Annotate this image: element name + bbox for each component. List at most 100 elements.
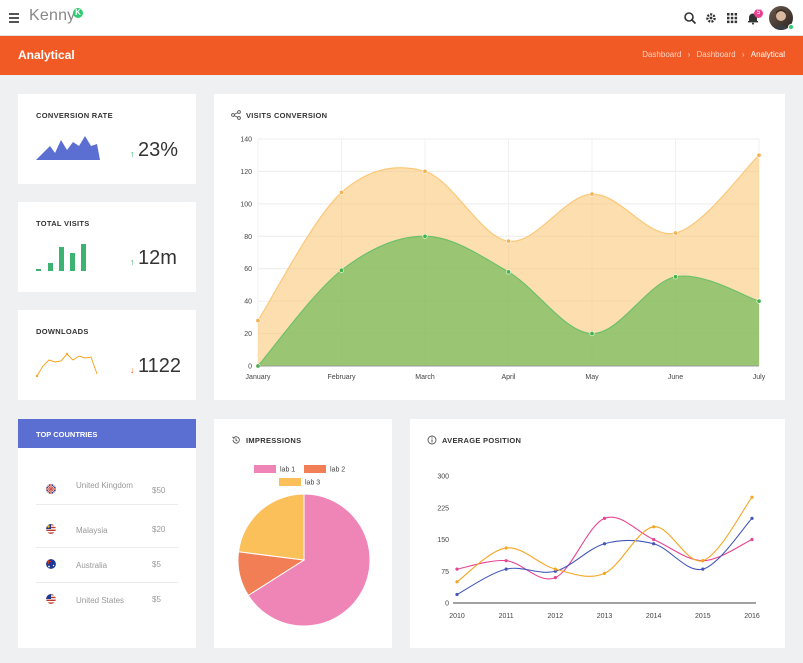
card-title: CONVERSION RATE (36, 111, 113, 120)
data-point (701, 567, 705, 571)
x-tick-label: 2011 (499, 613, 514, 620)
y-tick-label: 75 (441, 569, 449, 576)
breadcrumb-current: Analytical (750, 50, 785, 59)
visits-bar-sparkline (36, 244, 86, 271)
data-point (750, 537, 754, 542)
online-status-dot (788, 24, 794, 30)
menu-icon[interactable] (9, 13, 19, 23)
country-row: United Kingdom $50 (36, 469, 178, 505)
data-point (339, 267, 345, 273)
y-tick-label: 60 (244, 266, 252, 273)
data-point (505, 238, 511, 244)
country-name: Australia (76, 561, 108, 570)
australia-flag-icon (46, 559, 56, 569)
card-title: VISITS CONVERSION (246, 111, 328, 120)
data-point (652, 537, 656, 542)
country-row: United States $5 (36, 583, 178, 618)
country-row: Malaysia $20 (36, 513, 178, 548)
legend-label: lab 1 (280, 467, 295, 474)
search-icon[interactable] (683, 11, 697, 25)
top-navbar: Kenny K 5 (0, 0, 803, 36)
uk-flag-icon (46, 484, 56, 494)
data-point (672, 230, 678, 236)
data-point (750, 516, 754, 520)
apps-grid-icon[interactable] (725, 11, 739, 25)
conversion-rate-card: CONVERSION RATE ↑ 23% (18, 94, 196, 184)
y-tick-label: 300 (437, 474, 449, 481)
top-countries-card (18, 419, 196, 648)
data-point (750, 495, 754, 499)
page-title: Analytical (18, 48, 75, 62)
data-point (455, 592, 459, 597)
legend-label: lab 3 (305, 480, 320, 487)
breadcrumb-link-dashboard[interactable]: Dashboard (642, 50, 682, 59)
data-point (602, 516, 607, 520)
y-tick-label: 120 (240, 169, 252, 176)
data-point (255, 318, 261, 324)
y-tick-label: 140 (240, 137, 252, 144)
avatar[interactable] (769, 6, 793, 30)
x-tick-label: July (753, 374, 766, 381)
y-tick-label: 40 (244, 299, 252, 306)
x-tick-label: 2016 (744, 613, 760, 620)
data-point (504, 567, 508, 571)
data-point (589, 191, 595, 197)
country-name: United Kingdom (76, 481, 133, 490)
pie-slice (237, 493, 305, 561)
country-value: $20 (152, 525, 166, 534)
series-area (258, 236, 759, 366)
average-position-chart: 0 75 150 225 300 2010 2011 2012 2013 2014 2015 2016 (437, 474, 760, 621)
data-point (652, 542, 656, 546)
data-point (553, 576, 557, 580)
data-point (701, 559, 705, 563)
card-title: AVERAGE POSITION (442, 436, 522, 445)
data-point (589, 331, 595, 337)
impressions-pie-chart: lab 1 lab 2 lab 3 (237, 465, 371, 627)
conversion-sparkline (36, 136, 100, 160)
stat-value: 23% (138, 139, 179, 161)
data-point (455, 580, 459, 584)
country-row: Australia $5 (36, 548, 178, 583)
stat-value: 12m (138, 247, 177, 269)
data-point (504, 559, 508, 563)
country-name: United States (76, 596, 125, 605)
top-countries-header: TOP COUNTRIES (18, 419, 196, 448)
data-point (455, 567, 459, 571)
stat-value: 1122 (138, 355, 182, 377)
history-icon (232, 436, 240, 444)
visits-conversion-chart: 0 20 40 60 80 100 120 140 January February March Ap… (240, 137, 766, 382)
data-point (504, 546, 508, 550)
breadcrumb-link-dashboard-2[interactable]: Dashboard (696, 50, 736, 59)
info-icon (427, 435, 437, 445)
card-title: IMPRESSIONS (246, 436, 302, 445)
us-flag-icon (46, 594, 56, 604)
country-value: $50 (152, 486, 166, 495)
legend-label: lab 2 (330, 467, 345, 474)
x-tick-label: 2014 (646, 613, 662, 620)
logo-text[interactable]: Kenny (29, 7, 76, 24)
x-tick-label: 2012 (548, 613, 564, 620)
notification-badge: 5 (754, 9, 763, 18)
malaysia-flag-icon (46, 524, 56, 534)
x-tick-label: 2010 (449, 613, 465, 620)
downloads-line-sparkline (36, 352, 98, 378)
data-point (339, 190, 345, 196)
downloads-card: DOWNLOADS ↓ 1122 (18, 310, 196, 400)
country-value: $5 (152, 560, 161, 569)
share-icon (231, 110, 241, 120)
country-name: Malaysia (76, 526, 108, 535)
x-tick-label: April (501, 374, 515, 381)
y-tick-label: 0 (445, 601, 449, 608)
x-tick-label: May (585, 374, 599, 381)
legend-swatch (279, 478, 301, 486)
series-line (456, 496, 753, 583)
card-title: TOP COUNTRIES (36, 430, 98, 439)
x-tick-label: June (668, 374, 683, 381)
gear-icon[interactable] (704, 11, 718, 25)
logo-badge: K (73, 8, 83, 18)
x-tick-label: 2015 (695, 613, 711, 620)
y-tick-label: 150 (437, 537, 449, 544)
total-visits-card: TOTAL VISITS ↑ 12m (18, 202, 196, 292)
card-title: DOWNLOADS (36, 327, 89, 336)
data-point (756, 298, 762, 304)
